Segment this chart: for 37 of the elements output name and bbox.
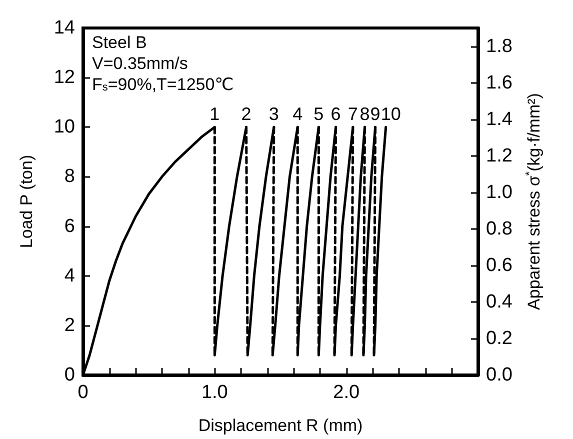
annotation: 3: [268, 104, 279, 124]
y2-tick-label: 1.2: [486, 145, 512, 166]
y2-tick-label: 1.8: [486, 36, 512, 57]
y-tick-label: 6: [64, 216, 75, 237]
y-tick-label: 14: [54, 18, 76, 38]
y-axis-title: Load P (ton): [17, 154, 36, 248]
annotation: 8: [360, 104, 370, 124]
annotation: 1: [210, 104, 220, 124]
annotation: 2: [241, 104, 252, 124]
y2-tick-label: 0.6: [486, 254, 512, 276]
annotation: 4: [292, 104, 303, 124]
annotation: 10: [380, 104, 401, 124]
y2-tick-label: 1.4: [486, 108, 513, 130]
x-axis-title: Displacement R (mm): [198, 416, 363, 435]
y-tick-label: 2: [64, 314, 75, 336]
x-tick-label: 0: [78, 382, 88, 403]
y-tick-label: 0: [64, 364, 75, 386]
y2-tick-label: 0.8: [486, 218, 512, 240]
annotation: 6: [330, 104, 341, 124]
y-tick-label: 12: [54, 67, 75, 88]
y2-tick-label: 1.0: [486, 182, 512, 203]
annotation: Steel B: [92, 33, 147, 52]
y-tick-label: 4: [64, 265, 76, 286]
annotation: 5: [314, 104, 324, 124]
annotation: 9: [370, 104, 380, 124]
annotation: Fs=90%,T=1250℃: [92, 75, 234, 94]
y2-tick-label: 1.6: [486, 72, 512, 94]
annotation: V=0.35mm/s: [92, 54, 188, 73]
y2-tick-label: 0.4: [486, 291, 513, 312]
y-tick-label: 8: [64, 166, 75, 188]
x-tick-label: 1.0: [201, 382, 228, 403]
y2-tick-label: 0.2: [486, 328, 512, 349]
annotation: 7: [348, 104, 358, 124]
y-tick-label: 10: [54, 116, 75, 138]
y2-tick-label: 0.0: [486, 364, 512, 386]
y2-axis-title: Apparent stress σ*(kg·f/mm²): [524, 93, 544, 310]
x-tick-label: 2.0: [333, 382, 360, 403]
